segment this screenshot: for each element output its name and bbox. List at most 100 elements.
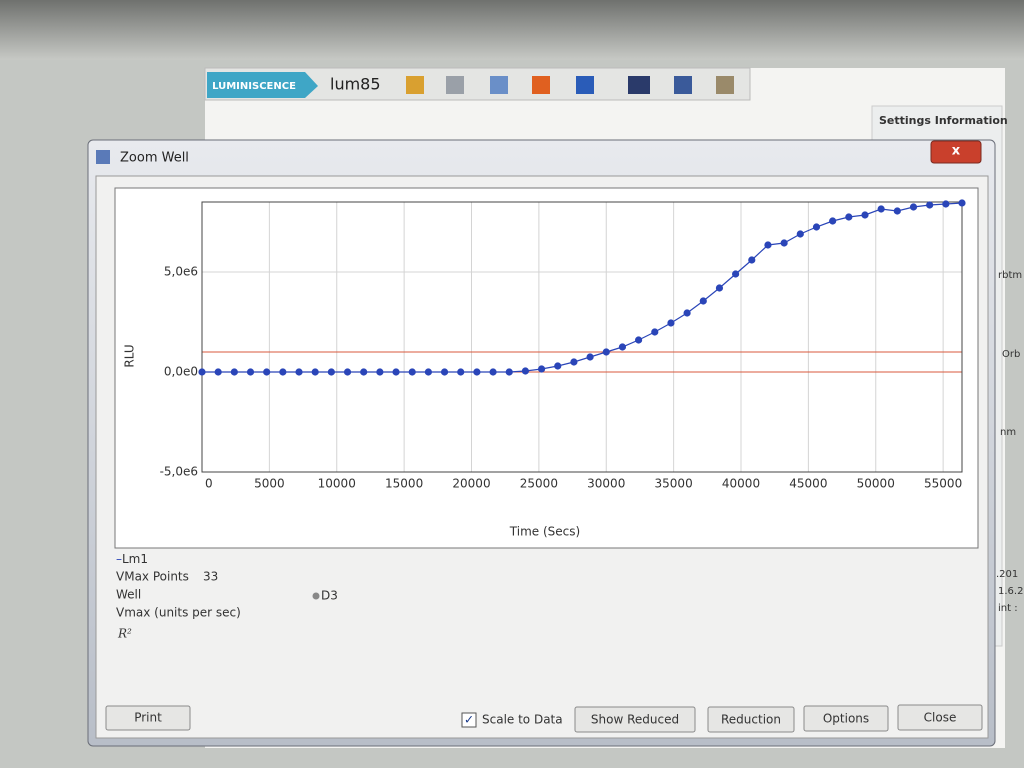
data-point — [505, 368, 513, 376]
x-tick-label: 40000 — [722, 477, 760, 491]
close-button[interactable] — [930, 140, 982, 164]
button-bg[interactable] — [803, 705, 889, 732]
data-point — [829, 217, 837, 225]
button-bg[interactable] — [897, 704, 983, 731]
data-point — [376, 368, 384, 376]
reduction-button[interactable]: Reduction — [707, 706, 795, 733]
data-point — [861, 211, 869, 219]
print-button[interactable]: Print — [105, 705, 191, 731]
data-point — [279, 368, 287, 376]
data-point — [521, 367, 530, 375]
toolbar-icons[interactable] — [406, 76, 734, 94]
data-point — [489, 368, 497, 376]
legend-label: Lm1 — [122, 552, 148, 566]
data-point — [343, 368, 352, 376]
info-label: Vmax (units per sec) — [116, 606, 241, 620]
x-tick-label: 10000 — [318, 477, 356, 491]
icon[interactable] — [716, 76, 734, 94]
data-point — [570, 358, 578, 366]
checkmark: ✓ — [464, 713, 474, 727]
data-point — [683, 309, 691, 317]
data-point — [392, 368, 400, 376]
button-bg[interactable] — [574, 706, 696, 733]
side-fragment: .201 — [996, 569, 1018, 580]
data-point — [909, 203, 918, 211]
side-fragment: nm — [1000, 427, 1016, 438]
data-point — [230, 368, 238, 376]
app-file: lum85 — [330, 75, 381, 94]
y-axis-label: RLU — [123, 344, 137, 367]
show-reduced-button[interactable]: Show Reduced — [574, 706, 696, 733]
data-point — [618, 343, 627, 351]
y-tick-label: -5,0e6 — [160, 465, 198, 479]
checkbox-label: Scale to Data — [482, 713, 563, 727]
data-point — [845, 213, 853, 221]
x-axis-label: Time (Secs) — [509, 525, 580, 539]
legend-swatch: – — [116, 552, 122, 566]
icon[interactable] — [576, 76, 594, 94]
x-tick-label: 0 — [205, 477, 213, 491]
y-tick-label: 0,0e0 — [164, 365, 198, 379]
icon[interactable] — [674, 76, 692, 94]
close-dialog-button[interactable]: Close — [897, 704, 983, 731]
x-tick-label: 45000 — [789, 477, 827, 491]
side-fragment: Orb — [1002, 349, 1020, 360]
data-point — [877, 205, 885, 213]
data-point — [634, 336, 643, 344]
info-value: D3 — [321, 589, 338, 603]
plot: 0 5000 10000 15000 20000 25000 30000 35000 40000… — [123, 199, 966, 539]
data-point — [796, 230, 804, 238]
x-tick-label: 35000 — [655, 477, 693, 491]
icon[interactable] — [532, 76, 550, 94]
side-fragment: int : — [998, 603, 1018, 614]
x-tick-label: 20000 — [452, 477, 490, 491]
data-point — [958, 199, 966, 207]
info-label: Well — [116, 588, 141, 602]
data-point — [732, 270, 740, 278]
dialog-icon — [96, 150, 110, 164]
x-tick-label: 5000 — [254, 477, 285, 491]
data-point — [408, 368, 416, 376]
info-label: R² — [117, 627, 132, 641]
data-point — [295, 368, 303, 376]
dialog-title: Zoom Well — [120, 151, 189, 166]
data-point — [926, 201, 934, 209]
data-point — [715, 284, 724, 292]
legend-entry: –Lm1 — [116, 552, 148, 566]
x-tick-label: 25000 — [520, 477, 558, 491]
data-point — [457, 368, 465, 376]
data-point — [440, 368, 449, 376]
data-point — [586, 353, 594, 361]
icon[interactable] — [628, 76, 650, 94]
data-point — [424, 368, 432, 376]
plot-border — [201, 201, 963, 473]
data-point — [651, 328, 659, 336]
button-bg[interactable] — [105, 705, 191, 731]
icon[interactable] — [446, 76, 464, 94]
info-value: 33 — [203, 570, 218, 584]
data-point — [263, 368, 271, 376]
data-point — [812, 223, 821, 231]
checkbox[interactable] — [461, 712, 477, 728]
data-point — [893, 207, 901, 215]
icon[interactable] — [406, 76, 424, 94]
button-bg[interactable] — [707, 706, 795, 733]
x-tick-label: 15000 — [385, 477, 423, 491]
data-point — [537, 365, 546, 373]
y-tick-label: 5,0e6 — [164, 265, 198, 279]
close-symbol: x — [952, 144, 961, 159]
data-point — [699, 297, 707, 305]
button-label: Reduction — [721, 713, 781, 727]
info-label: VMax Points — [116, 570, 189, 584]
button-label: Show Reduced — [591, 713, 679, 727]
data-point — [602, 348, 610, 356]
icon[interactable] — [490, 76, 508, 94]
options-button[interactable]: Options — [803, 705, 889, 732]
data-point — [327, 368, 335, 376]
data-point — [311, 368, 319, 376]
data-point — [780, 239, 788, 247]
data-point — [667, 319, 675, 327]
x-tick-label: 55000 — [924, 477, 962, 491]
